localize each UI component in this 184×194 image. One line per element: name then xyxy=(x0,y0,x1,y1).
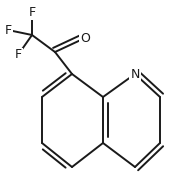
Text: F: F xyxy=(29,5,36,18)
Text: O: O xyxy=(80,31,90,44)
Text: F: F xyxy=(14,48,22,61)
Text: N: N xyxy=(130,68,140,81)
Text: F: F xyxy=(4,23,12,36)
